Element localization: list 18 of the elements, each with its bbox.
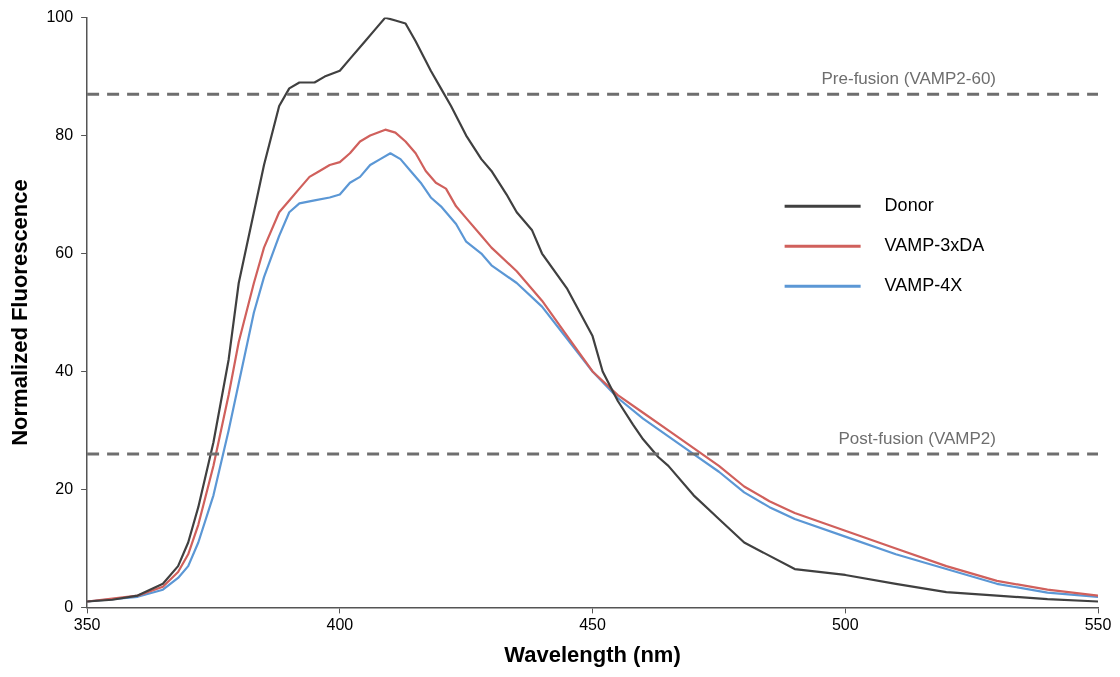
x-tick-label: 350 [73, 616, 101, 634]
x-tick-label: 400 [326, 616, 354, 634]
x-axis-title: Wavelength (nm) [504, 641, 681, 667]
y-tick-label: 20 [55, 479, 74, 497]
y-tick-label: 40 [55, 361, 74, 379]
y-axis-title: Normalized Fluorescence [7, 179, 33, 446]
y-tick-label: 80 [55, 125, 74, 143]
x-tick-label: 500 [831, 616, 859, 634]
y-tick-label: 60 [55, 243, 74, 261]
y-tick-label: 0 [64, 597, 74, 615]
x-tick-label: 550 [1084, 616, 1112, 634]
ref-line-label: Post-fusion (VAMP2) [838, 429, 996, 449]
y-tick-label: 100 [46, 8, 74, 26]
legend-label: VAMP-4X [884, 275, 963, 296]
legend-label: Donor [884, 195, 934, 216]
ref-line-label: Pre-fusion (VAMP2-60) [821, 69, 996, 89]
legend-label: VAMP-3xDA [884, 235, 985, 256]
x-tick-label: 450 [579, 616, 606, 634]
